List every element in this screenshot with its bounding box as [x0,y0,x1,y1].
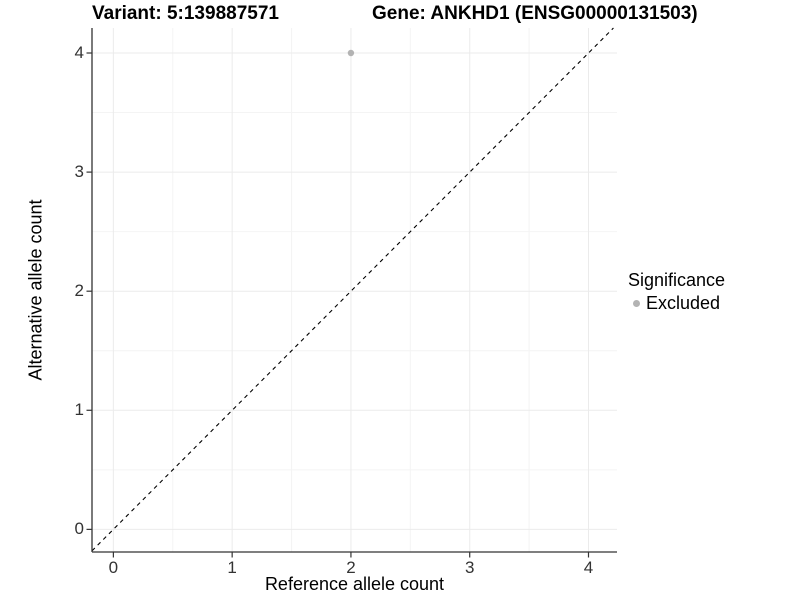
x-tick-label: 3 [464,558,475,577]
y-tick-label: 1 [74,400,84,420]
legend-item-excluded: Excluded [628,293,725,314]
legend-title: Significance [628,270,726,290]
x-tick-label: 1 [227,558,237,577]
y-tick-label: 2 [74,281,84,301]
legend: Significance Excluded [628,270,725,314]
plot-title-variant: Variant: 5:139887571 [92,3,279,24]
y-axis-title: Alternative allele count [25,199,46,381]
y-tick-label: 0 [74,519,84,539]
x-tick-label: 0 [108,558,119,577]
y-tick-label: 4 [74,43,84,62]
excluded-marker-icon [633,300,640,307]
x-tick-label: 2 [346,558,356,577]
y-tick-label: 3 [74,162,84,182]
identity-reference-line [91,27,614,552]
data-point [347,49,355,57]
x-axis-title: Reference allele count [264,574,445,594]
plot-title-gene: Gene: ANKHD1 (ENSG00000131503) [372,3,698,24]
x-tick-label: 4 [583,558,594,577]
legend-item-label: Excluded [646,293,721,313]
